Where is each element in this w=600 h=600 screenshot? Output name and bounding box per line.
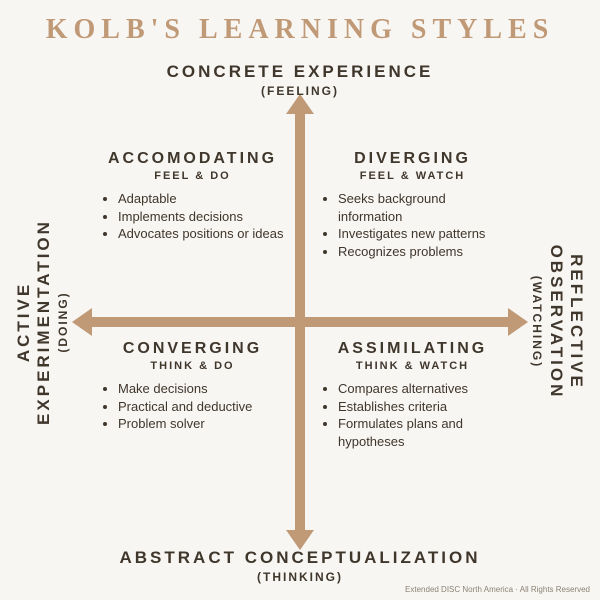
quad-title: DIVERGING: [320, 150, 505, 168]
arrow-right-icon: [508, 308, 528, 336]
quad-title: ACCOMODATING: [100, 150, 285, 168]
bullet: Compares alternatives: [338, 380, 505, 398]
axis-label-left: ACTIVE EXPERIMENTATION (DOING): [14, 182, 70, 462]
quad-bullets: Make decisions Practical and deductive P…: [100, 380, 285, 433]
quad-tag: THINK & WATCH: [320, 360, 505, 372]
bullet: Practical and deductive: [118, 398, 285, 416]
axis-right-sub: (WATCHING): [530, 182, 544, 462]
bullet: Formulates plans and hypotheses: [338, 415, 505, 450]
quadrant-diverging: DIVERGING FEEL & WATCH Seeks background …: [320, 150, 505, 260]
axis-left-sub: (DOING): [56, 182, 70, 462]
axis-left-main: ACTIVE EXPERIMENTATION: [14, 182, 54, 462]
bullet: Recognizes problems: [338, 243, 505, 261]
quad-title: CONVERGING: [100, 340, 285, 358]
quadrant-converging: CONVERGING THINK & DO Make decisions Pra…: [100, 340, 285, 433]
axis-top-main: CONCRETE EXPERIENCE: [0, 62, 600, 82]
bullet: Investigates new patterns: [338, 225, 505, 243]
bullet: Seeks background information: [338, 190, 505, 225]
axis-horizontal: [90, 317, 510, 327]
quad-bullets: Compares alternatives Establishes criter…: [320, 380, 505, 450]
axis-bottom-main: ABSTRACT CONCEPTUALIZATION: [0, 548, 600, 568]
axis-right-main: REFLECTIVE OBSERVATION: [546, 182, 586, 462]
quad-bullets: Adaptable Implements decisions Advocates…: [100, 190, 285, 243]
axis-label-bottom: ABSTRACT CONCEPTUALIZATION (THINKING): [0, 548, 600, 584]
quad-title: ASSIMILATING: [320, 340, 505, 358]
quadrant-accomodating: ACCOMODATING FEEL & DO Adaptable Impleme…: [100, 150, 285, 243]
arrow-left-icon: [72, 308, 92, 336]
bullet: Advocates positions or ideas: [118, 225, 285, 243]
bullet: Establishes criteria: [338, 398, 505, 416]
bullet: Make decisions: [118, 380, 285, 398]
diagram-canvas: KOLB'S LEARNING STYLES CONCRETE EXPERIEN…: [0, 0, 600, 600]
axis-label-right: REFLECTIVE OBSERVATION (WATCHING): [530, 182, 586, 462]
quad-tag: FEEL & DO: [100, 170, 285, 182]
quad-bullets: Seeks background information Investigate…: [320, 190, 505, 260]
bullet: Implements decisions: [118, 208, 285, 226]
axis-label-top: CONCRETE EXPERIENCE (FEELING): [0, 62, 600, 98]
quadrant-assimilating: ASSIMILATING THINK & WATCH Compares alte…: [320, 340, 505, 450]
quad-tag: THINK & DO: [100, 360, 285, 372]
footer-credit: Extended DISC North America · All Rights…: [405, 585, 590, 594]
quad-tag: FEEL & WATCH: [320, 170, 505, 182]
arrow-down-icon: [286, 530, 314, 550]
page-title: KOLB'S LEARNING STYLES: [0, 14, 600, 46]
bullet: Problem solver: [118, 415, 285, 433]
bullet: Adaptable: [118, 190, 285, 208]
axis-bottom-sub: (THINKING): [0, 570, 600, 584]
axis-top-sub: (FEELING): [0, 84, 600, 98]
